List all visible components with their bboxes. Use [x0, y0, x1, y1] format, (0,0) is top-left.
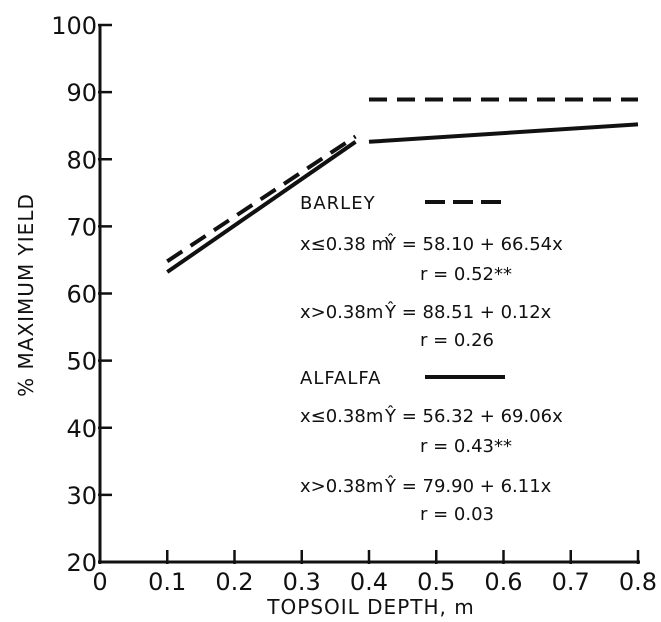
y-axis-title: % MAXIMUM YIELD	[14, 193, 38, 397]
series-alfalfa-segment-1	[166, 140, 357, 274]
y-tick-label-20: 20	[66, 549, 97, 577]
alfalfa-eq-2: Ŷ = 79.90 + 6.11x	[384, 475, 552, 497]
y-tick-label-40: 40	[66, 415, 97, 443]
y-tick-label-60: 60	[66, 281, 97, 309]
y-tick-label-80: 80	[66, 146, 97, 174]
barley-cond-2: x>0.38m	[300, 302, 383, 323]
series	[166, 97, 639, 274]
y-tick-label-50: 50	[66, 348, 97, 376]
alfalfa-r-1: r = 0.43**	[420, 436, 512, 457]
x-ticks: 0 0.1 0.2 0.3 0.4 0.5 0.6 0.7 0.8	[92, 550, 657, 596]
legend: BARLEY x≤0.38 m Ŷ = 58.10 + 66.54x r = 0…	[300, 193, 563, 525]
y-ticks: 20 30 40 50 60 70 80 90 100	[51, 12, 112, 577]
alfalfa-cond-1: x≤0.38m	[300, 406, 383, 427]
alfalfa-r-2: r = 0.03	[420, 504, 494, 525]
x-axis-title: TOPSOIL DEPTH, m	[266, 595, 474, 619]
barley-cond-1: x≤0.38 m	[300, 234, 389, 255]
x-tick-label-0.5: 0.5	[417, 568, 455, 596]
x-tick-label-0.4: 0.4	[350, 568, 388, 596]
x-tick-label-0.1: 0.1	[148, 568, 186, 596]
y-tick-label-30: 30	[66, 482, 97, 510]
barley-eq-2: Ŷ = 88.51 + 0.12x	[384, 301, 552, 323]
y-tick-label-100: 100	[51, 12, 97, 40]
legend-label-alfalfa: ALFALFA	[300, 368, 381, 389]
x-tick-label-0.7: 0.7	[552, 568, 590, 596]
alfalfa-eq-1: Ŷ = 56.32 + 69.06x	[384, 405, 563, 427]
x-tick-label-0: 0	[92, 568, 107, 596]
barley-eq-1: Ŷ = 58.10 + 66.54x	[384, 233, 563, 255]
alfalfa-cond-2: x>0.38m	[300, 476, 383, 497]
barley-r-1: r = 0.52**	[420, 264, 512, 285]
series-barley-segment-1	[166, 134, 357, 263]
x-tick-label-0.6: 0.6	[484, 568, 522, 596]
y-tick-label-70: 70	[66, 213, 97, 241]
x-tick-label-0.8: 0.8	[619, 568, 657, 596]
y-tick-label-90: 90	[66, 79, 97, 107]
barley-r-2: r = 0.26	[420, 330, 494, 351]
series-alfalfa-segment-2	[368, 122, 639, 144]
x-tick-label-0.2: 0.2	[215, 568, 253, 596]
x-tick-label-0.3: 0.3	[283, 568, 321, 596]
legend-label-barley: BARLEY	[300, 193, 376, 214]
